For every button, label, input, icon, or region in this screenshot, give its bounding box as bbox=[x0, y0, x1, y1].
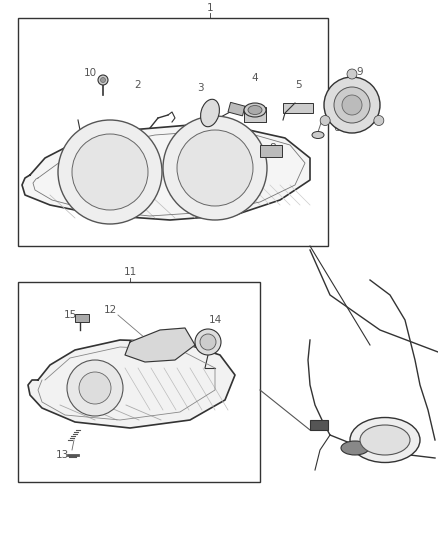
Circle shape bbox=[320, 116, 330, 125]
Ellipse shape bbox=[350, 417, 420, 463]
Text: 4: 4 bbox=[252, 73, 258, 83]
Polygon shape bbox=[125, 328, 195, 362]
Circle shape bbox=[195, 329, 221, 355]
Circle shape bbox=[334, 87, 370, 123]
Text: 5: 5 bbox=[295, 80, 301, 90]
Text: 11: 11 bbox=[124, 267, 137, 277]
Text: 13: 13 bbox=[55, 450, 69, 460]
Bar bbox=[310, 420, 328, 430]
Circle shape bbox=[374, 116, 384, 125]
Bar bbox=[75, 314, 89, 322]
Text: 8: 8 bbox=[270, 143, 276, 153]
Bar bbox=[18, 282, 260, 482]
Bar bbox=[228, 102, 245, 116]
Text: 15: 15 bbox=[64, 310, 77, 320]
Text: 2: 2 bbox=[135, 80, 141, 90]
Ellipse shape bbox=[341, 441, 369, 455]
Text: 1: 1 bbox=[207, 3, 213, 13]
Ellipse shape bbox=[248, 106, 262, 115]
Text: 6: 6 bbox=[333, 123, 339, 133]
Circle shape bbox=[67, 360, 123, 416]
Bar bbox=[283, 103, 313, 113]
Circle shape bbox=[177, 130, 253, 206]
Circle shape bbox=[163, 116, 267, 220]
Ellipse shape bbox=[312, 132, 324, 139]
Circle shape bbox=[347, 69, 357, 79]
Ellipse shape bbox=[244, 103, 266, 117]
Circle shape bbox=[100, 77, 106, 83]
Bar bbox=[244, 107, 266, 122]
Polygon shape bbox=[28, 340, 235, 428]
Circle shape bbox=[58, 120, 162, 224]
Text: 12: 12 bbox=[103, 305, 117, 315]
Circle shape bbox=[79, 372, 111, 404]
Circle shape bbox=[324, 77, 380, 133]
Text: 10: 10 bbox=[83, 68, 96, 78]
Bar bbox=[18, 18, 328, 246]
Circle shape bbox=[72, 134, 148, 210]
Bar bbox=[260, 145, 282, 157]
Polygon shape bbox=[22, 125, 310, 220]
Text: 14: 14 bbox=[208, 315, 222, 325]
Text: 3: 3 bbox=[197, 83, 203, 93]
Circle shape bbox=[200, 334, 216, 350]
Ellipse shape bbox=[360, 425, 410, 455]
Circle shape bbox=[342, 95, 362, 115]
Ellipse shape bbox=[201, 99, 219, 127]
Text: 9: 9 bbox=[357, 67, 363, 77]
Text: 7: 7 bbox=[325, 110, 332, 120]
Circle shape bbox=[98, 75, 108, 85]
